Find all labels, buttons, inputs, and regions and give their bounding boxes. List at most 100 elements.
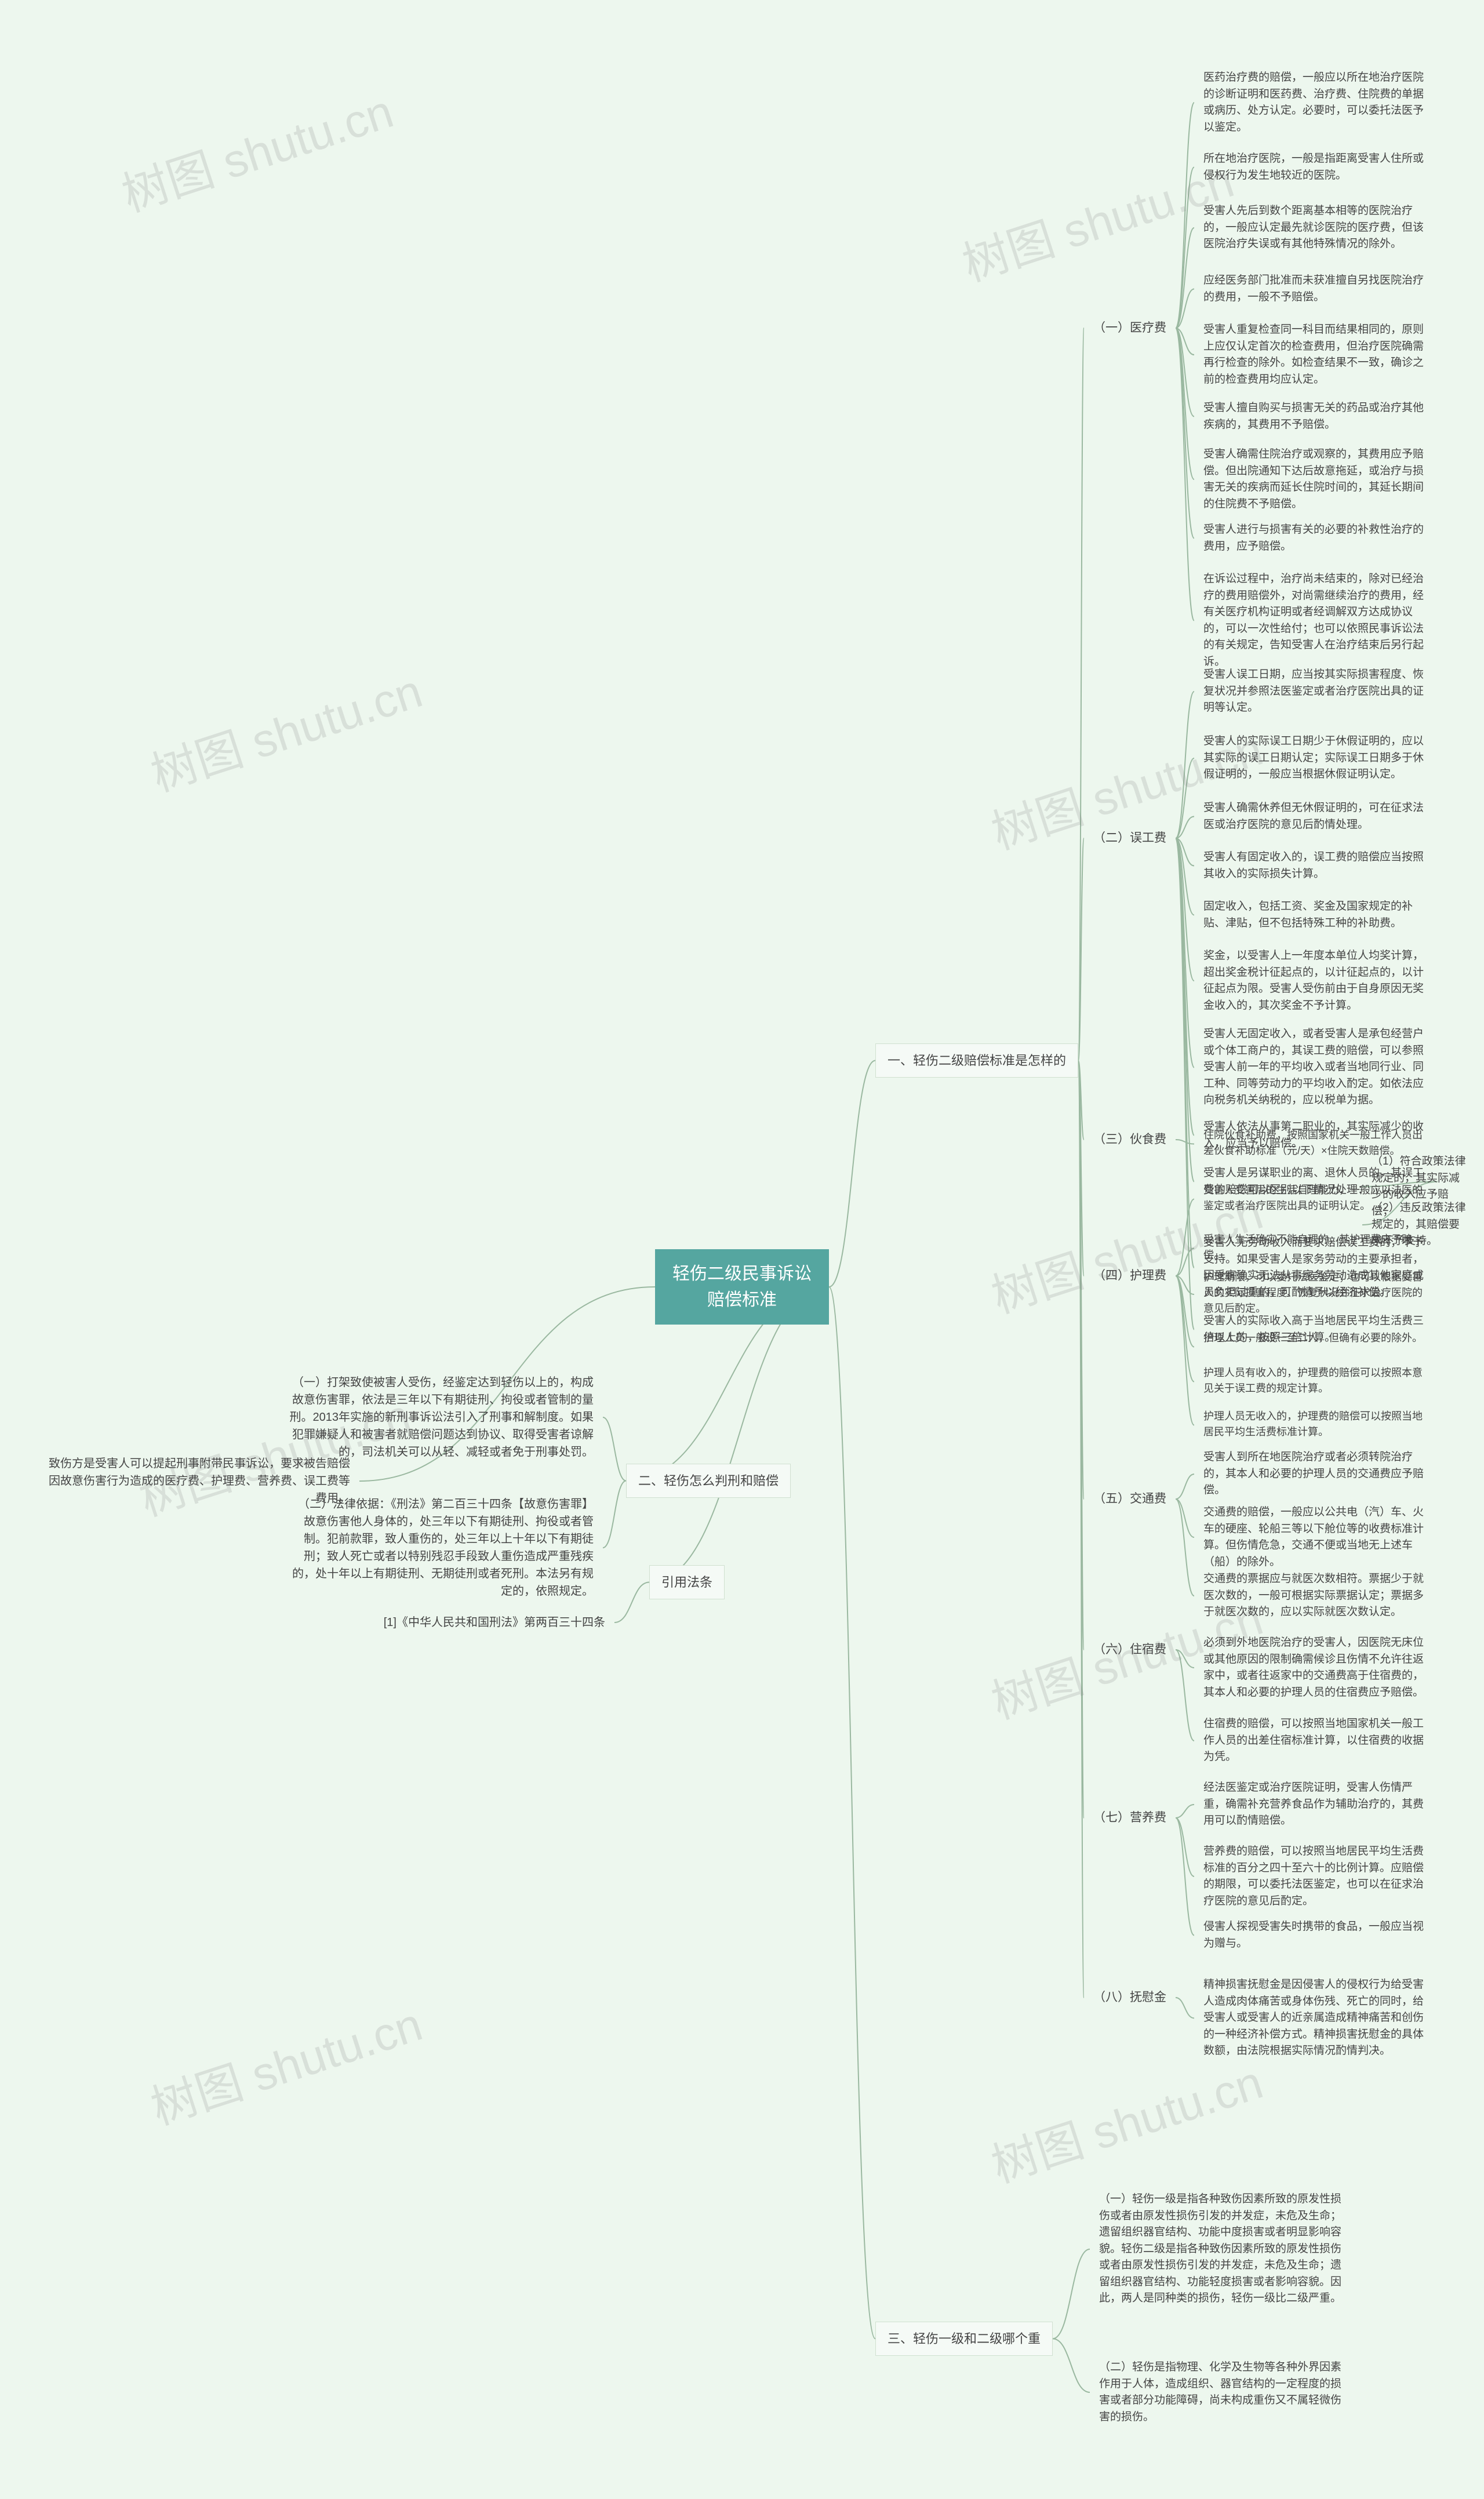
leaf-m3: 受害人先后到数个距离基本相等的医院治疗的，一般应认定最先就诊医院的医疗费，但该医… [1194, 197, 1438, 259]
connector [1176, 758, 1194, 838]
level2-g2: （二）误工费 [1084, 823, 1176, 853]
leaf-m9: 在诉讼过程中，治疗尚未结束的，除对已经治疗的费用赔偿外，对尚需继续治疗的费用，经… [1194, 565, 1438, 676]
connector [1176, 328, 1194, 479]
leaf-w6: 奖金，以受害人上一年度本单位人均奖计算，超出奖金税计征起点的，以计征起点的，以计… [1194, 942, 1438, 1020]
connector [829, 1061, 875, 1287]
connector [1176, 838, 1194, 1330]
level1-r1: 一、轻伤二级赔偿标准是怎样的 [875, 1043, 1078, 1078]
leaf-s2: （二）轻伤是指物理、化学及生物等各种外界因素作用于人体，造成组织、器官结构的一定… [1090, 2354, 1356, 2431]
level1-r4: 引用法条 [649, 1565, 725, 1599]
connector [1176, 1474, 1194, 1499]
connector [1176, 838, 1194, 1268]
leaf-z2: 住宿费的赔偿，可以按照当地国家机关一般工作人员的出差住宿标准计算，以住宿费的收据… [1194, 1710, 1438, 1772]
level2-g3: （三）伙食费 [1084, 1125, 1176, 1155]
connector [603, 1417, 626, 1481]
leaf-m5: 受害人重复检查同一科目而结果相同的，原则上应仅认定首次的检查费用，但治疗医院确需… [1194, 316, 1438, 394]
connector [1176, 838, 1194, 981]
level1-r3: 三、轻伤一级和二级哪个重 [875, 2322, 1053, 2356]
leftleaf-l4: 致伤方是受害人可以提起刑事附带民事诉讼，要求被告赔偿因故意伤害行为造成的医疗费、… [35, 1449, 359, 1513]
leaf-m1: 医药治疗费的赔偿，一般应以所在地治疗医院的诊断证明和医药费、治疗费、住院费的单据… [1194, 64, 1438, 141]
connector [1078, 1061, 1084, 1276]
level2-g4: （四）护理费 [1084, 1261, 1176, 1291]
connector [1176, 103, 1194, 328]
level2-g8: （八）抚慰金 [1084, 1983, 1176, 2013]
connector [649, 1287, 829, 1583]
connector [1078, 1061, 1084, 1140]
connector [1176, 168, 1194, 329]
connector [1176, 1140, 1194, 1144]
connector [1176, 328, 1194, 621]
leaf-w2: 受害人的实际误工日期少于休假证明的，应以其实际的误工日期认定；实际误工日期多于休… [1194, 727, 1438, 789]
leaf-h5: 护理人员有收入的，护理费的赔偿可以按照本意见关于误工费的规定计算。 [1194, 1359, 1438, 1402]
leaf-y1: 经法医鉴定或治疗医院证明，受害人伤情严重，确需补充营养食品作为辅助治疗的，其费用… [1194, 1774, 1438, 1835]
connector [1078, 1061, 1084, 1998]
leaf-m4: 应经医务部门批准而未获准擅自另找医院治疗的费用，一般不予赔偿。 [1194, 267, 1438, 311]
connector [1176, 692, 1194, 838]
leaf-s1: （一）轻伤一级是指各种致伤因素所致的原发性损伤或者由原发性损伤引发的并发症，未危… [1090, 2185, 1356, 2313]
connector [603, 1481, 626, 1548]
connector [1176, 838, 1194, 915]
connector [1176, 328, 1194, 417]
connector [829, 1287, 875, 2339]
level2-g7: （七）营养费 [1084, 1803, 1176, 1833]
connector [1176, 289, 1194, 329]
connector [1078, 1061, 1084, 1650]
connector [1176, 1276, 1194, 1294]
connector [1078, 328, 1084, 1061]
connector [1176, 1276, 1194, 1382]
connector [1176, 838, 1194, 866]
leaf-w7: 受害人无固定收入，或者受害人是承包经营户或个体工商户的，其误工费的赔偿，可以参照… [1194, 1020, 1438, 1115]
leaf-h1: 受害人受害后的生活自理能力，一般应以法医的鉴定或者治疗医院出具的证明认定。 [1194, 1177, 1438, 1220]
leaf-m6: 受害人擅自购买与损害无关的药品或治疗其他疾病的，其费用不予赔偿。 [1194, 394, 1438, 439]
leaf-w1: 受害人误工日期，应当按其实际损害程度、恢复状况并参照法医鉴定或者治疗医院出具的证… [1194, 661, 1438, 722]
connector [1176, 1805, 1194, 1818]
connector [1176, 328, 1194, 539]
leaf-h2: 受害人生活确实不能自理的，其护理费应予赔偿。 [1194, 1226, 1438, 1269]
leaf-m8: 受害人进行与损害有关的必要的补救性治疗的费用，应予赔偿。 [1194, 516, 1438, 561]
connector [1053, 2249, 1090, 2339]
level1-r2: 二、轻伤怎么判刑和赔偿 [626, 1464, 791, 1498]
watermark: 树图 shutu.cn [112, 74, 401, 225]
connector [1176, 1276, 1194, 1425]
connector [1176, 1650, 1194, 1668]
connector [1176, 228, 1194, 328]
connector [1176, 1499, 1194, 1537]
watermark: 树图 shutu.cn [141, 654, 430, 805]
leaf-h6: 护理人员无收入的，护理费的赔偿可以按照当地居民平均生活费标准计算。 [1194, 1403, 1438, 1446]
leaf-h4: 护理人员一般设一至二人，但确有必要的除外。 [1194, 1325, 1438, 1352]
connector [1053, 2339, 1090, 2393]
leaf-t1: 受害人到所在地医院治疗或者必须转院治疗的，其本人和必要的护理人员的交通费应予赔偿… [1194, 1443, 1438, 1505]
leaf-f1: 住院伙食补助费，按照国家机关一般工作人员出差伙食补助标准（元/天）×住院天数赔偿… [1194, 1122, 1438, 1165]
center-node: 轻伤二级民事诉讼赔偿标准 [655, 1249, 829, 1325]
connector [1078, 838, 1084, 1061]
connector [1176, 1249, 1194, 1276]
leaf-w3: 受害人确需休养但无休假证明的，可在征求法医或治疗医院的意见后酌情处理。 [1194, 794, 1438, 839]
connector [1176, 1998, 1194, 2018]
level2-g1: （一）医疗费 [1084, 313, 1176, 343]
leftleaf-l3: [1]《中华人民共和国刑法》第两百三十四条 [290, 1608, 614, 1637]
connector [1176, 1818, 1194, 1936]
leaf-a1: 精神损害抚慰金是因侵害人的侵权行为给受害人造成肉体痛苦或身体伤残、死亡的同时，给… [1194, 1971, 1438, 2065]
leaf-y2: 营养费的赔偿，可以按照当地居民平均生活费标准的百分之四十至六十的比例计算。应赔偿… [1194, 1838, 1438, 1915]
connector [1176, 838, 1194, 1182]
leaf-y3: 侵害人探视受害失时携带的食品，一般应当视为赠与。 [1194, 1913, 1438, 1958]
leaf-z1: 必须到外地医院治疗的受害人，因医院无床位或其他原因的限制确需候诊且伤情不允许往返… [1194, 1629, 1438, 1707]
leaf-w5: 固定收入，包括工资、奖金及国家规定的补贴、津贴，但不包括特殊工种的补助费。 [1194, 893, 1438, 937]
connector [1078, 1061, 1084, 1500]
connector [614, 1583, 649, 1623]
watermark: 树图 shutu.cn [982, 2045, 1270, 2196]
connector [1176, 1818, 1194, 1876]
watermark: 树图 shutu.cn [141, 1987, 430, 2138]
leaf-t2: 交通费的赔偿，一般应以公共电（汽）车、火车的硬座、轮船三等以下舱位等的收费标准计… [1194, 1498, 1438, 1576]
connector [1176, 838, 1194, 1136]
connector [1176, 1650, 1194, 1741]
leaf-t3: 交通费的票据应与就医次数相符。票据少于就医次数的，一般可根据实际票据认定；票据多… [1194, 1565, 1438, 1627]
leaf-m7: 受害人确需住院治疗或观察的，其费用应予赔偿。但出院通知下达后故意拖延，或治疗与损… [1194, 441, 1438, 518]
connector [1176, 838, 1194, 1068]
connector [1176, 1199, 1194, 1276]
connector [1176, 1276, 1194, 1347]
level2-g6: （六）住宿费 [1084, 1635, 1176, 1665]
connector [1176, 328, 1194, 355]
connector [1176, 1499, 1194, 1596]
connector [1176, 817, 1194, 839]
